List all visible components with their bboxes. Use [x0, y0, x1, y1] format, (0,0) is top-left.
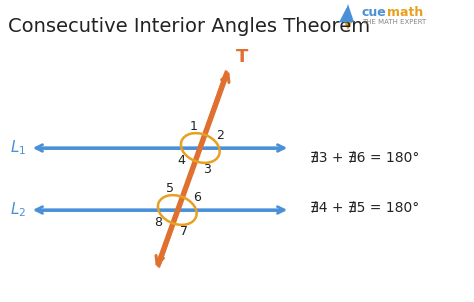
Text: ▲: ▲ — [338, 5, 354, 24]
Text: 1: 1 — [190, 120, 197, 133]
Text: 8: 8 — [154, 216, 162, 229]
Text: cue: cue — [362, 5, 387, 18]
Text: $L_2$: $L_2$ — [10, 201, 26, 219]
Text: ∄4 + ∄5 = 180°: ∄4 + ∄5 = 180° — [310, 201, 419, 215]
Text: 5: 5 — [166, 182, 174, 195]
Text: 4: 4 — [177, 153, 185, 166]
Text: math: math — [387, 5, 423, 18]
Text: ∄3 + ∄6 = 180°: ∄3 + ∄6 = 180° — [310, 151, 419, 165]
Polygon shape — [342, 4, 354, 22]
Polygon shape — [344, 22, 352, 30]
Text: T: T — [236, 48, 248, 66]
Text: 6: 6 — [193, 191, 201, 204]
Text: THE MATH EXPERT: THE MATH EXPERT — [362, 19, 426, 25]
Text: $L_1$: $L_1$ — [10, 139, 26, 157]
Text: 3: 3 — [203, 163, 211, 176]
Text: Consecutive Interior Angles Theorem: Consecutive Interior Angles Theorem — [8, 17, 370, 36]
Text: 2: 2 — [216, 130, 224, 143]
Text: 7: 7 — [180, 225, 188, 238]
